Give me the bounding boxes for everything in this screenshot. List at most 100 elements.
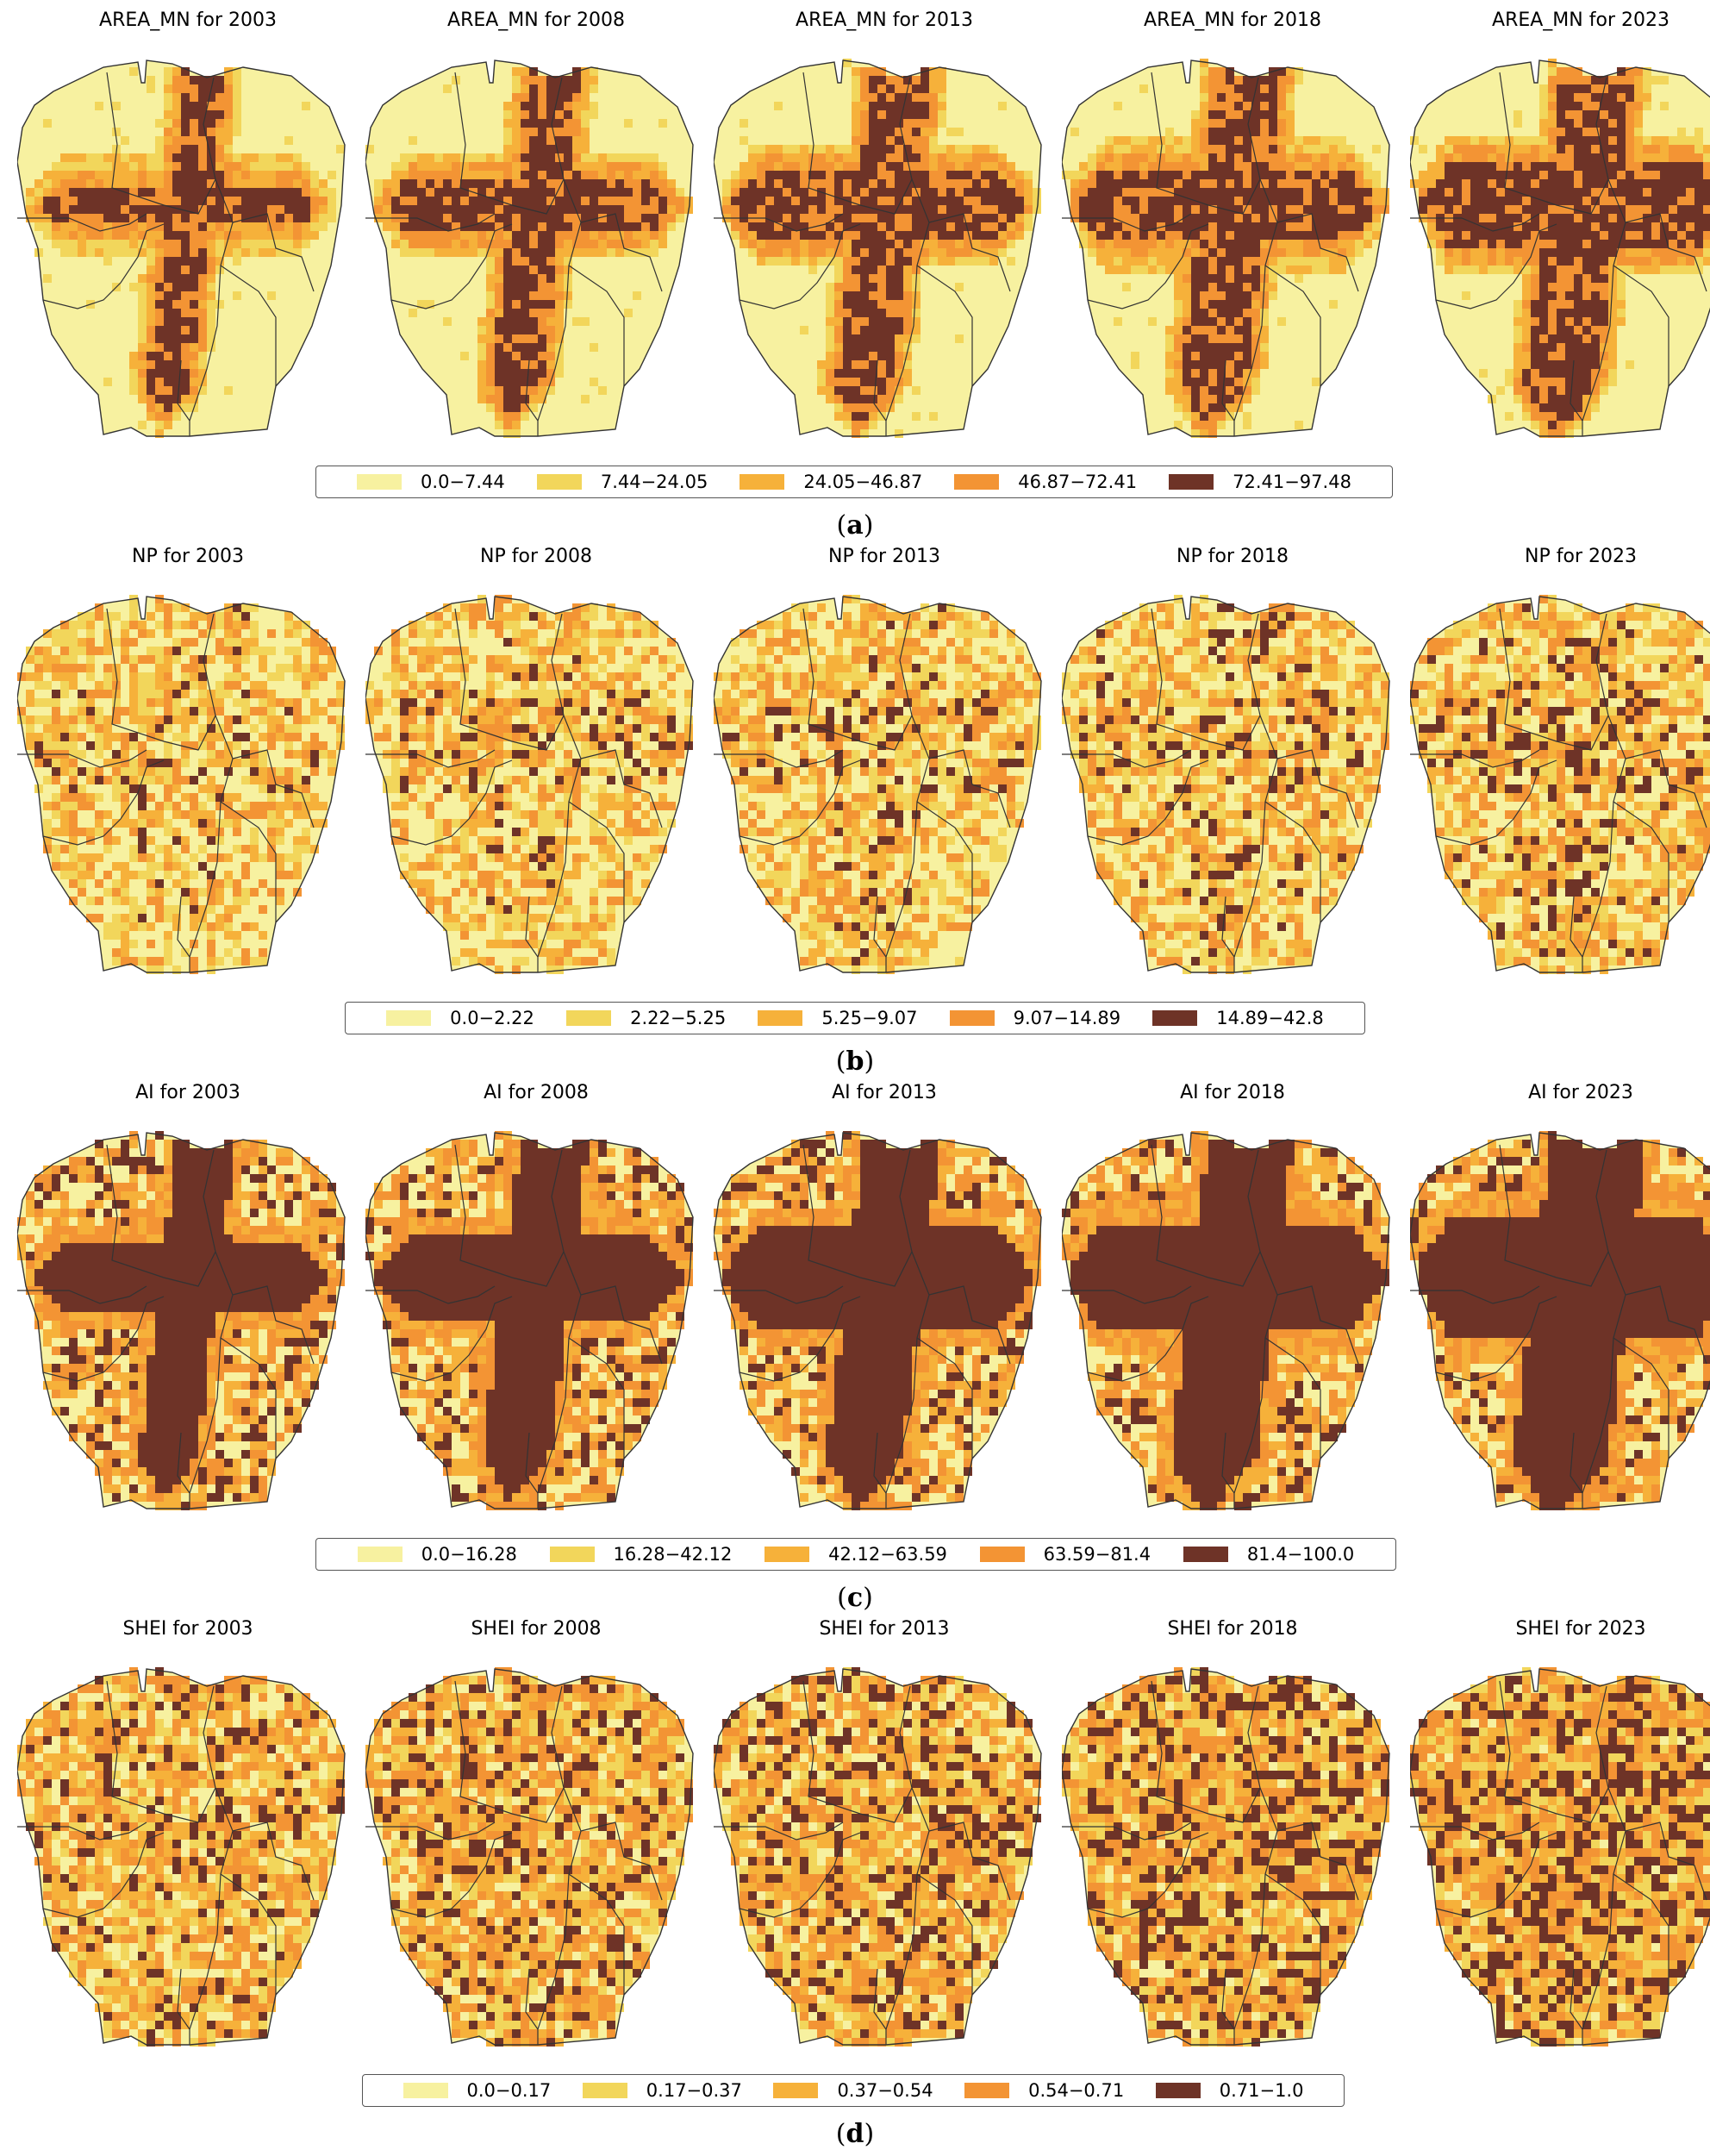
raster-cell	[121, 171, 129, 179]
raster-cell	[172, 647, 181, 655]
raster-cell	[981, 162, 989, 171]
raster-cell	[607, 162, 615, 171]
raster-cells	[17, 595, 345, 974]
raster-cell	[538, 352, 546, 360]
raster-cell	[336, 145, 345, 153]
raster-cell	[1608, 231, 1617, 240]
raster-cell	[190, 110, 198, 119]
raster-cell	[512, 240, 521, 248]
raster-cell	[1591, 240, 1600, 248]
raster-cell	[95, 914, 103, 922]
raster-cell	[103, 257, 112, 266]
raster-cell	[1677, 240, 1686, 248]
raster-cell	[1531, 179, 1539, 188]
raster-cell	[215, 793, 224, 802]
raster-cell	[241, 957, 250, 966]
raster-cell	[869, 386, 877, 395]
raster-cell	[938, 76, 946, 84]
raster-cell	[1269, 222, 1277, 231]
raster-cell	[895, 291, 903, 300]
raster-cell	[276, 733, 284, 741]
raster-cell	[852, 360, 860, 369]
raster-cell	[1548, 128, 1557, 136]
raster-cell	[1531, 343, 1539, 352]
raster-cell	[267, 767, 276, 776]
raster-cells	[365, 595, 693, 974]
raster-cell	[276, 776, 284, 784]
raster-cell	[895, 171, 903, 179]
raster-cell	[224, 162, 233, 171]
raster-cell	[1260, 205, 1269, 214]
raster-cell	[1303, 240, 1312, 248]
raster-cell	[469, 612, 477, 621]
raster-cell	[1591, 283, 1600, 291]
raster-cell	[1183, 145, 1191, 153]
raster-cell	[181, 672, 190, 681]
raster-cell	[1651, 153, 1660, 162]
legend-label: 7.44−24.05	[601, 472, 708, 492]
raster-cell	[1626, 266, 1634, 274]
raster-cell	[843, 403, 852, 412]
raster-cell	[147, 655, 155, 664]
raster-cell	[233, 240, 241, 248]
raster-cell	[581, 681, 590, 690]
raster-cell	[1243, 343, 1251, 352]
raster-cell	[86, 638, 95, 647]
raster-cell	[164, 136, 172, 145]
raster-cell	[302, 102, 310, 110]
raster-cell	[1234, 171, 1243, 179]
raster-cell	[164, 291, 172, 300]
map-title: NP for 2003	[17, 545, 359, 569]
raster-cell	[1513, 136, 1522, 145]
raster-cell	[69, 759, 78, 767]
raster-cell	[400, 655, 409, 664]
raster-cell	[1419, 205, 1427, 214]
raster-cell	[172, 128, 181, 136]
raster-cell	[250, 707, 259, 716]
legend-swatch	[536, 474, 582, 490]
raster-cell	[1608, 334, 1617, 343]
raster-cell	[43, 698, 52, 707]
raster-cell	[843, 352, 852, 360]
raster-cell	[60, 621, 69, 629]
raster-cell	[1600, 188, 1608, 197]
raster-cell	[1191, 222, 1200, 231]
raster-cell	[460, 214, 469, 222]
raster-cell	[1295, 76, 1303, 84]
raster-cell	[434, 205, 443, 214]
raster-cell	[1234, 378, 1243, 386]
raster-cell	[460, 205, 469, 214]
raster-cell	[938, 222, 946, 231]
raster-cell	[1505, 214, 1513, 222]
raster-cell	[198, 214, 207, 222]
raster-cell	[886, 231, 895, 240]
raster-cell	[276, 240, 284, 248]
raster-cell	[121, 819, 129, 828]
raster-cell	[869, 145, 877, 153]
raster-cells	[1062, 59, 1389, 438]
raster-cell	[800, 197, 808, 205]
raster-cell	[843, 266, 852, 274]
raster-cell	[852, 369, 860, 378]
raster-cell	[546, 638, 555, 647]
raster-cell	[302, 828, 310, 836]
raster-cell	[1243, 214, 1251, 222]
raster-cell	[852, 145, 860, 153]
raster-cell	[284, 188, 293, 197]
raster-cell	[1312, 197, 1320, 205]
raster-cell	[633, 240, 641, 248]
raster-cell	[843, 145, 852, 153]
raster-cell	[69, 793, 78, 802]
raster-cell	[1260, 197, 1269, 205]
raster-cell	[877, 188, 886, 197]
raster-cell	[590, 171, 598, 179]
raster-cell	[1643, 162, 1651, 171]
raster-cell	[78, 612, 86, 621]
raster-cell	[852, 214, 860, 222]
raster-cell	[190, 153, 198, 162]
raster-cell	[895, 369, 903, 378]
raster-cell	[86, 188, 95, 197]
raster-cell	[207, 291, 215, 300]
raster-cell	[1015, 188, 1024, 197]
raster-cell	[1191, 421, 1200, 429]
